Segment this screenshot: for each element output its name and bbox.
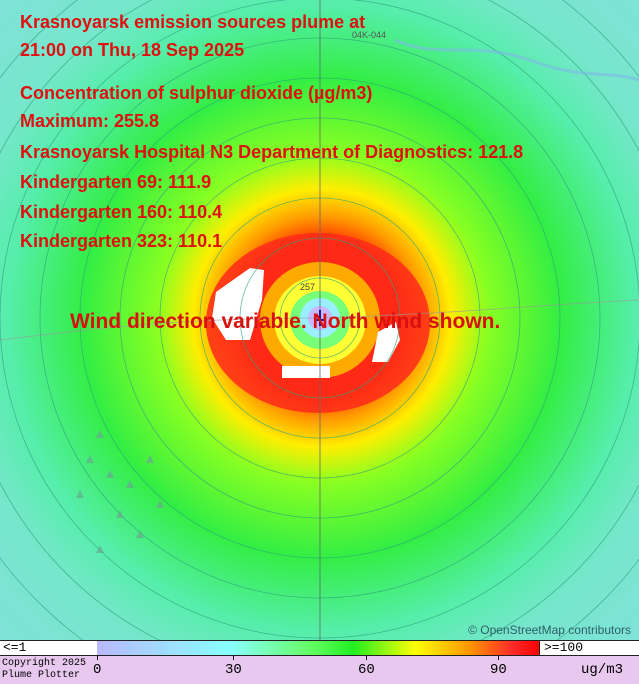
tick-label-30: 30 bbox=[225, 662, 242, 678]
receptor-hospital: Krasnoyarsk Hospital N3 Department of Di… bbox=[20, 142, 524, 162]
tick-mark-60 bbox=[366, 656, 367, 660]
receptor-kindergarten-160: Kindergarten 160: 110.4 bbox=[20, 202, 223, 222]
wind-direction-note: Wind direction variable. North wind show… bbox=[70, 310, 501, 333]
forest-symbols bbox=[76, 430, 164, 553]
legend-units: ug/m3 bbox=[580, 662, 623, 678]
tick-mark-30 bbox=[233, 656, 234, 660]
copyright-line1: Copyright 2025 bbox=[2, 658, 87, 669]
color-gradient bbox=[97, 641, 539, 655]
pollutant-label: Concentration of sulphur dioxide (µg/m3) bbox=[20, 83, 373, 103]
copyright-line2: Plume Plotter bbox=[2, 670, 81, 681]
tick-label-0: 0 bbox=[93, 662, 102, 678]
plume-max-patch-west bbox=[212, 268, 264, 340]
maximum-value: Maximum: 255.8 bbox=[20, 111, 160, 131]
peak-value-label: 257 bbox=[300, 282, 315, 292]
plume-title-line2: 21:00 on Thu, 18 Sep 2025 bbox=[20, 40, 245, 60]
tick-mark-0 bbox=[97, 656, 98, 660]
tick-label-60: 60 bbox=[358, 662, 375, 678]
copyright-notice: Copyright 2025 Plume Plotter bbox=[2, 658, 94, 682]
plume-max-patch-east bbox=[372, 322, 400, 362]
concentration-legend: <=1 >=100 Copyright 2025 Plume Plotter 0… bbox=[0, 640, 639, 684]
tick-label-90: 90 bbox=[490, 662, 507, 678]
receptor-kindergarten-323: Kindergarten 323: 110.1 bbox=[20, 231, 223, 251]
receptor-kindergarten-69: Kindergarten 69: 111.9 bbox=[20, 172, 212, 192]
legend-high-label: >=100 bbox=[539, 641, 639, 655]
plume-title-line1: Krasnoyarsk emission sources plume at bbox=[20, 12, 366, 32]
tick-mark-90 bbox=[498, 656, 499, 660]
plume-map[interactable]: 04K-044 257 bbox=[0, 0, 639, 640]
river-line bbox=[394, 38, 639, 82]
color-scale-bar: <=1 >=100 bbox=[0, 640, 639, 656]
plume-max-patch-south bbox=[282, 366, 330, 378]
osm-attribution[interactable]: © OpenStreetMap contributors bbox=[468, 623, 631, 637]
legend-low-label: <=1 bbox=[0, 641, 97, 655]
road-label: 04K-044 bbox=[352, 30, 386, 40]
